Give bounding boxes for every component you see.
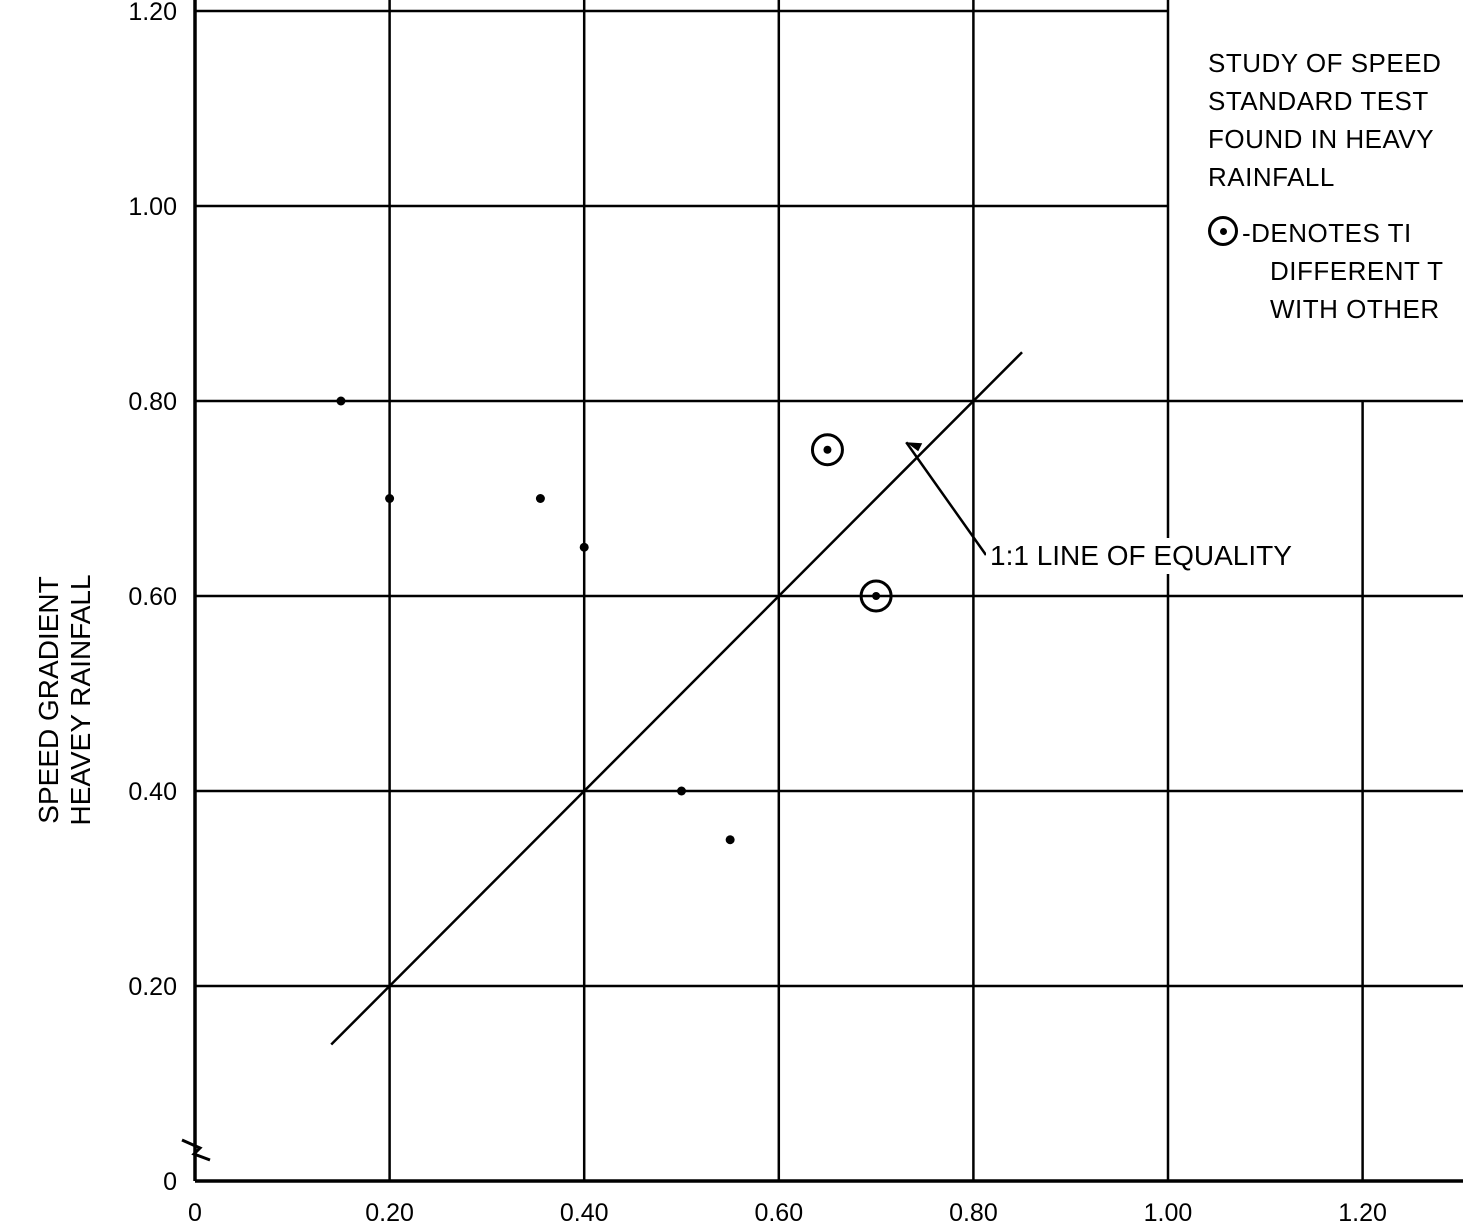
circled-point-1 [872,592,881,600]
reference-line [330,351,1023,1046]
x-tick-label-3: 0.60 [754,1199,803,1226]
data-point-6 [725,835,735,845]
reference-line-leader [905,441,988,556]
y-tick-label-5: 1.00 [128,193,177,221]
legend-marker-note: -DENOTES TI DIFFERENT T WITH OTHER [1208,214,1444,328]
y-axis-label-line-1: SPEED GRADIENT [33,576,64,823]
reference-line-group [330,351,1023,1046]
data-points [336,396,893,845]
reference-line-label: 1:1 LINE OF EQUALITY [986,538,1296,574]
x-tick-label-2: 0.40 [560,1199,609,1226]
circled-point-ring-1 [859,579,893,613]
data-point-4 [579,542,589,552]
circled-point-ring-0 [810,433,844,467]
legend-title-line-2: STANDARD TEST [1208,86,1429,116]
legend-title-line-4: RAINFALL [1208,162,1335,192]
y-tick-label-6: 1.20 [128,0,177,26]
y-tick-label-1: 0.20 [128,973,177,1001]
x-tick-label-6: 1.20 [1338,1199,1387,1226]
y-axis-label-line-2: HEAVEY RAINFALL [65,574,96,825]
x-tick-label-4: 0.80 [949,1199,998,1226]
reference-line-arrowhead [906,442,923,452]
y-tick-label-0: 0 [163,1168,177,1196]
legend-title: STUDY OF SPEED STANDARD TEST FOUND IN HE… [1208,44,1441,196]
data-point-2 [385,494,395,503]
axis-break-icon [181,1138,211,1162]
legend-title-line-3: FOUND IN HEAVY [1208,124,1435,154]
data-point-3 [535,494,545,503]
y-tick-label-2: 0.40 [128,778,177,806]
y-axis-label: SPEED GRADIENT HEAVEY RAINFALL [33,574,96,825]
y-tick-label-4: 0.80 [128,388,177,416]
data-point-1 [336,396,346,406]
circled-point-0 [823,445,832,454]
legend-title-line-1: STUDY OF SPEED [1208,48,1442,78]
circled-dot-icon [1208,216,1238,246]
y-tick-labels: 0 0.20 0.40 0.60 0.80 1.00 1.20 [128,0,177,1196]
x-tick-label-1: 0.20 [365,1199,414,1226]
axis-lines [193,0,1463,1183]
legend-note-line-3: WITH OTHER [1270,294,1440,324]
legend-note-line-2: DIFFERENT T [1270,256,1444,286]
x-tick-label-0: 0 [188,1199,202,1226]
data-point-5 [677,786,686,796]
x-tick-label-5: 1.00 [1144,1199,1193,1226]
legend-note-line-1: -DENOTES TI [1242,218,1412,248]
x-tick-labels: 0 0.20 0.40 0.60 0.80 1.00 1.20 [188,1199,1387,1226]
y-tick-label-3: 0.60 [128,583,177,611]
